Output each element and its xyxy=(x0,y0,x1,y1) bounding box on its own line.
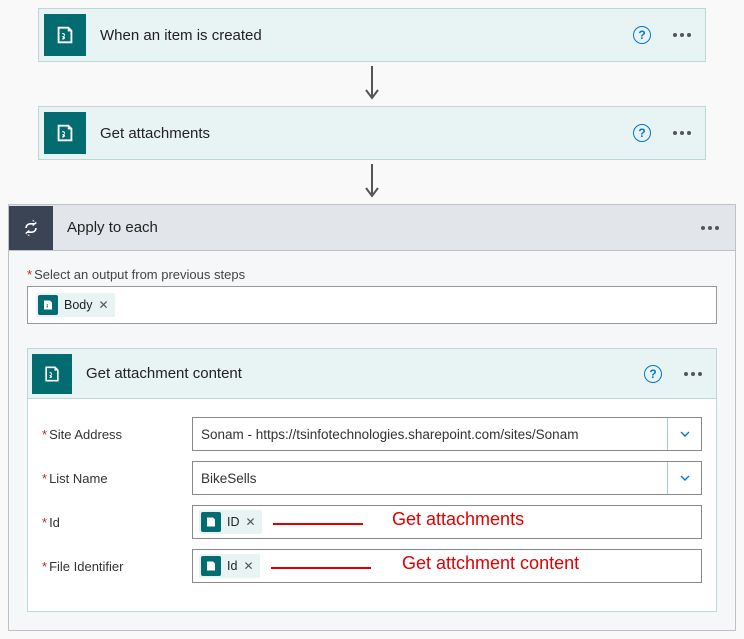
site-address-label: *Site Address xyxy=(42,427,192,442)
inner-title: Get attachment content xyxy=(86,365,644,382)
id-token[interactable]: ID ✕ xyxy=(199,510,262,534)
sharepoint-icon xyxy=(201,556,221,576)
apply-body: *Select an output from previous steps Bo… xyxy=(9,251,735,630)
body-token[interactable]: Body ✕ xyxy=(36,293,115,317)
file-id-token[interactable]: Id ✕ xyxy=(199,554,260,578)
help-icon[interactable]: ? xyxy=(644,365,662,383)
connector-arrow xyxy=(8,162,736,202)
get-attachment-content-card: Get attachment content ? *Site Address S… xyxy=(27,348,717,612)
sharepoint-icon xyxy=(32,354,72,394)
id-label: *Id xyxy=(42,515,192,530)
token-label: Body xyxy=(64,298,93,312)
trigger-card[interactable]: When an item is created ? xyxy=(38,8,706,62)
apply-to-each-container: Apply to each *Select an output from pre… xyxy=(8,204,736,631)
help-icon[interactable]: ? xyxy=(633,26,651,44)
help-icon[interactable]: ? xyxy=(633,124,651,142)
site-address-row: *Site Address Sonam - https://tsinfotech… xyxy=(42,417,702,451)
list-name-input[interactable]: BikeSells xyxy=(192,461,702,495)
id-row: *Id ID ✕ Get attachments xyxy=(42,505,702,539)
token-label: ID xyxy=(227,515,240,529)
more-icon[interactable] xyxy=(697,222,723,234)
card-actions: ? xyxy=(644,365,706,383)
form-body: *Site Address Sonam - https://tsinfotech… xyxy=(28,399,716,611)
get-attachments-card[interactable]: Get attachments ? xyxy=(38,106,706,160)
select-output-label: *Select an output from previous steps xyxy=(27,267,717,282)
sharepoint-icon xyxy=(44,112,86,154)
select-output-input[interactable]: Body ✕ xyxy=(27,286,717,324)
sharepoint-icon xyxy=(201,512,221,532)
sharepoint-icon xyxy=(38,295,58,315)
dropdown-icon[interactable] xyxy=(667,462,701,494)
list-name-label: *List Name xyxy=(42,471,192,486)
list-name-row: *List Name BikeSells xyxy=(42,461,702,495)
action-title: Get attachments xyxy=(100,125,633,142)
annotation-get-attachments: Get attachments xyxy=(392,509,524,530)
more-icon[interactable] xyxy=(669,29,695,41)
card-actions: ? xyxy=(633,26,695,44)
site-address-input[interactable]: Sonam - https://tsinfotechnologies.share… xyxy=(192,417,702,451)
card-actions: ? xyxy=(633,124,695,142)
inner-header[interactable]: Get attachment content ? xyxy=(28,349,716,399)
trigger-title: When an item is created xyxy=(100,27,633,44)
remove-token-icon[interactable]: ✕ xyxy=(246,515,256,529)
sharepoint-icon xyxy=(44,14,86,56)
file-identifier-row: *File Identifier Id ✕ Get attchm xyxy=(42,549,702,583)
apply-title: Apply to each xyxy=(67,219,697,236)
remove-token-icon[interactable]: ✕ xyxy=(243,559,253,573)
token-label: Id xyxy=(227,559,237,573)
annotation-get-attachment-content: Get attchment content xyxy=(402,553,579,574)
more-icon[interactable] xyxy=(680,368,706,380)
loop-icon xyxy=(9,206,53,250)
apply-to-each-header[interactable]: Apply to each xyxy=(9,205,735,251)
flow-canvas: When an item is created ? Get attachment… xyxy=(8,8,736,631)
file-identifier-label: *File Identifier xyxy=(42,559,192,574)
remove-token-icon[interactable]: ✕ xyxy=(99,298,109,312)
dropdown-icon[interactable] xyxy=(667,418,701,450)
more-icon[interactable] xyxy=(669,127,695,139)
connector-arrow xyxy=(8,64,736,104)
